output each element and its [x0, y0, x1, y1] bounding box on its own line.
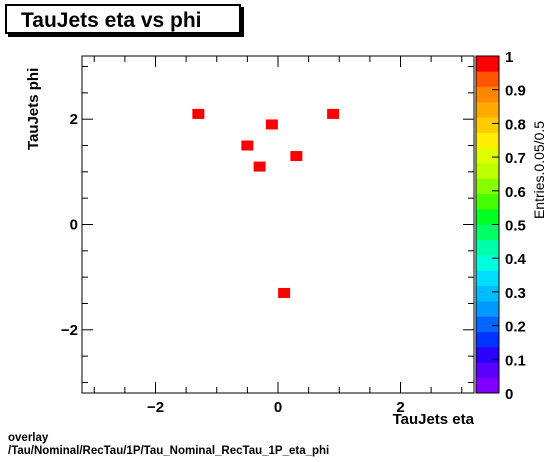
data-point — [290, 151, 303, 162]
colorbar-tick-label: 0.4 — [505, 251, 527, 268]
chart-svg: −2 0 2 −202 00.10.20.30.40.50.60.70.80.91 … — [25, 49, 546, 428]
colorbar-tick-label: 0.6 — [505, 184, 526, 201]
colorbar-segment — [476, 331, 499, 348]
footer-line-1: overlay — [8, 432, 49, 444]
data-points — [192, 108, 340, 298]
colorbar-segment — [476, 193, 499, 210]
colorbar-segment — [476, 377, 499, 394]
colorbar-segment — [476, 71, 499, 87]
y-tick-label: 2 — [70, 111, 78, 128]
colorbar-segment — [476, 362, 499, 378]
data-point — [327, 108, 340, 119]
colorbar-tick-label: 0.7 — [505, 150, 526, 167]
x-tick-label: 2 — [396, 399, 404, 416]
plot-frame — [81, 55, 475, 394]
colorbar-segment — [476, 56, 499, 72]
colorbar-segment — [476, 86, 499, 103]
colorbar-segment — [476, 301, 499, 317]
colorbar-tick-label: 0.3 — [505, 285, 526, 302]
footer-line-2: /Tau/Nominal/RecTau/1P/Tau_Nominal_RecTa… — [8, 445, 330, 457]
colorbar-tick-label: 0.9 — [505, 83, 526, 100]
colorbar-segment — [476, 270, 499, 287]
y-axis-label: TauJets phi — [25, 68, 42, 150]
colorbar-segment — [476, 224, 499, 241]
colorbar-segment — [476, 101, 499, 118]
x-tick-label: −2 — [147, 399, 164, 416]
colorbar: 0 0.1 0.2 0.3 0.4 0.5 0.6 0.7 0.8 0.9 1 — [475, 49, 527, 403]
y-tick-label: 0 — [70, 217, 78, 234]
x-tick-label: 0 — [274, 399, 282, 416]
data-point — [253, 161, 266, 172]
data-point — [278, 287, 291, 298]
colorbar-tick-label: 1 — [505, 49, 513, 66]
colorbar-segment — [476, 163, 499, 179]
colorbar-segment — [476, 285, 499, 302]
x-axis-label: TauJets eta — [393, 411, 475, 428]
colorbar-segment — [476, 316, 499, 333]
colorbar-segment — [476, 117, 499, 133]
colorbar-tick-label: 0.1 — [505, 352, 526, 369]
title-box: TauJets eta vs phi — [5, 4, 241, 34]
chart-title: TauJets eta vs phi — [21, 9, 202, 32]
data-point — [192, 108, 205, 119]
footer: overlay /Tau/Nominal/RecTau/1P/Tau_Nomin… — [8, 432, 329, 458]
colorbar-label: Entries.0.05/0.5 — [531, 121, 546, 219]
y-ticks: −2 0 2 — [61, 66, 474, 383]
colorbar-segment — [476, 132, 499, 149]
colorbar-tick-label: 0.5 — [505, 218, 526, 235]
colorbar-segment — [476, 255, 499, 271]
colorbar-tick-label: 0.8 — [505, 116, 526, 133]
colorbar-tick-label: 0.2 — [505, 319, 526, 336]
data-point — [241, 140, 254, 151]
colorbar-segment — [476, 147, 499, 164]
data-point — [265, 119, 278, 130]
x-ticks: −2 0 2 — [93, 56, 463, 416]
colorbar-segment — [476, 209, 499, 225]
colorbar-segment — [476, 347, 499, 363]
y-tick-label: −2 — [61, 322, 78, 339]
colorbar-segment — [476, 239, 499, 256]
colorbar-segment — [476, 178, 499, 195]
colorbar-tick-label: 0 — [505, 386, 513, 403]
